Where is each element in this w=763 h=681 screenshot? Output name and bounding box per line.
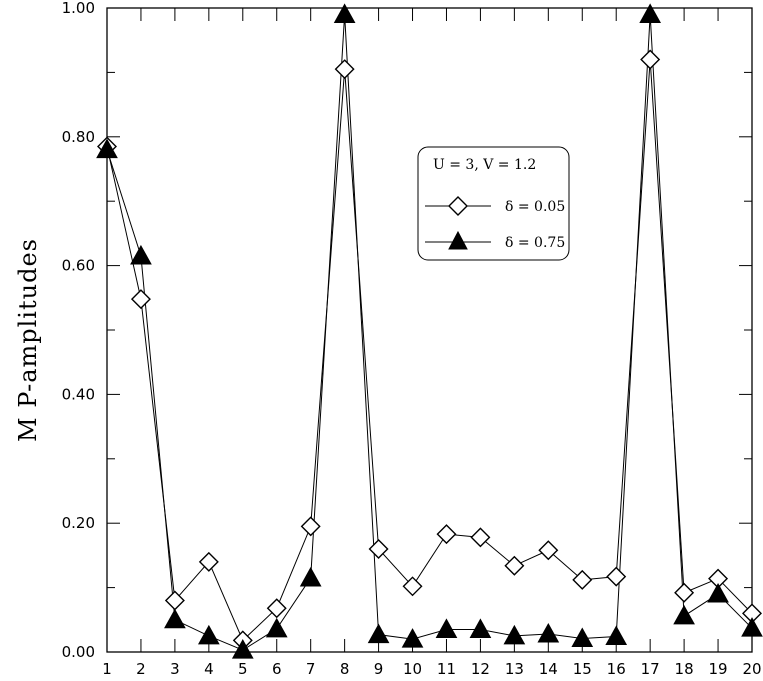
x-tick-label: 12	[471, 660, 490, 678]
x-tick-label: 6	[272, 660, 282, 678]
y-tick-label: 0.00	[62, 643, 95, 661]
x-tick-label: 7	[306, 660, 316, 678]
y-tick-label: 1.00	[62, 0, 95, 17]
x-tick-label: 3	[170, 660, 180, 678]
data-point-diamond	[436, 524, 457, 545]
data-point-diamond	[606, 566, 627, 587]
legend-title: U = 3, V = 1.2	[433, 157, 536, 173]
data-point-triangle	[401, 628, 424, 648]
data-point-diamond	[402, 576, 423, 597]
data-point-triangle	[469, 618, 492, 638]
x-tick-label: 16	[607, 660, 626, 678]
data-point-diamond	[130, 289, 151, 310]
legend-marker-diamond	[448, 196, 468, 216]
y-tick-label: 0.60	[62, 257, 95, 275]
x-tick-label: 20	[742, 660, 761, 678]
legend-label-series-1: δ = 0.05	[505, 199, 565, 215]
data-point-triangle	[164, 608, 186, 629]
data-point-diamond	[164, 590, 185, 611]
x-tick-label: 5	[238, 660, 248, 678]
x-tick-label: 11	[437, 660, 456, 678]
data-point-diamond	[538, 540, 559, 561]
series-layer	[96, 3, 763, 659]
data-point-triangle	[333, 3, 356, 23]
x-tick-label: 19	[709, 660, 728, 678]
data-point-diamond	[300, 516, 321, 537]
data-point-triangle	[197, 624, 220, 645]
x-tick-label: 10	[403, 660, 422, 678]
data-point-triangle	[707, 583, 729, 603]
y-tick-label: 0.80	[62, 128, 95, 146]
x-tick-label: 14	[539, 660, 558, 678]
x-tick-label: 15	[573, 660, 592, 678]
data-point-triangle	[435, 618, 458, 638]
data-point-diamond	[470, 527, 491, 548]
legend-box	[417, 146, 570, 261]
x-tick-label: 4	[204, 660, 214, 678]
x-tick-label: 9	[374, 660, 384, 678]
data-point-triangle	[265, 617, 288, 638]
legend-label-series-2: δ = 0.75	[505, 235, 565, 251]
data-point-triangle	[503, 624, 526, 645]
data-point-diamond	[674, 582, 695, 603]
x-ticks: 1 2 3 4 5 6 7 8 9 10 11 12 13 14 15 16 17 18 19 20	[102, 8, 762, 678]
data-point-diamond	[572, 569, 593, 590]
data-point-triangle	[299, 566, 322, 587]
data-point-triangle	[96, 138, 118, 159]
legend: U = 3, V = 1.2 δ = 0.05 δ = 0.75	[417, 146, 570, 261]
data-point-diamond	[368, 538, 389, 559]
data-point-triangle	[673, 604, 695, 625]
y-tick-label: 0.40	[62, 385, 95, 403]
x-tick-label: 13	[505, 660, 524, 678]
y-ticks: 0.00 0.20 0.40 0.60 0.80 1.00	[62, 0, 752, 661]
x-tick-label: 2	[136, 660, 146, 678]
data-point-triangle	[639, 3, 662, 23]
y-tick-label: 0.20	[62, 514, 95, 532]
data-point-triangle	[741, 617, 763, 637]
data-point-diamond	[198, 551, 219, 572]
x-tick-label: 1	[102, 660, 112, 678]
series-line-1	[106, 59, 753, 642]
legend-marker-triangle	[448, 230, 468, 250]
x-tick-label: 18	[675, 660, 694, 678]
data-point-diamond	[266, 598, 287, 619]
data-point-triangle	[367, 623, 390, 644]
data-point-triangle	[537, 622, 560, 643]
data-point-triangle	[571, 627, 594, 647]
data-point-diamond	[504, 555, 525, 576]
data-point-diamond	[334, 59, 355, 80]
data-point-triangle	[605, 625, 628, 646]
data-point-triangle	[231, 639, 254, 659]
x-tick-label: 8	[340, 660, 350, 678]
data-point-diamond	[640, 49, 661, 70]
y-axis-label: M P-amplitudes	[14, 238, 42, 442]
series-line-2	[106, 14, 753, 651]
data-point-triangle	[130, 244, 152, 265]
x-tick-label: 17	[641, 660, 660, 678]
